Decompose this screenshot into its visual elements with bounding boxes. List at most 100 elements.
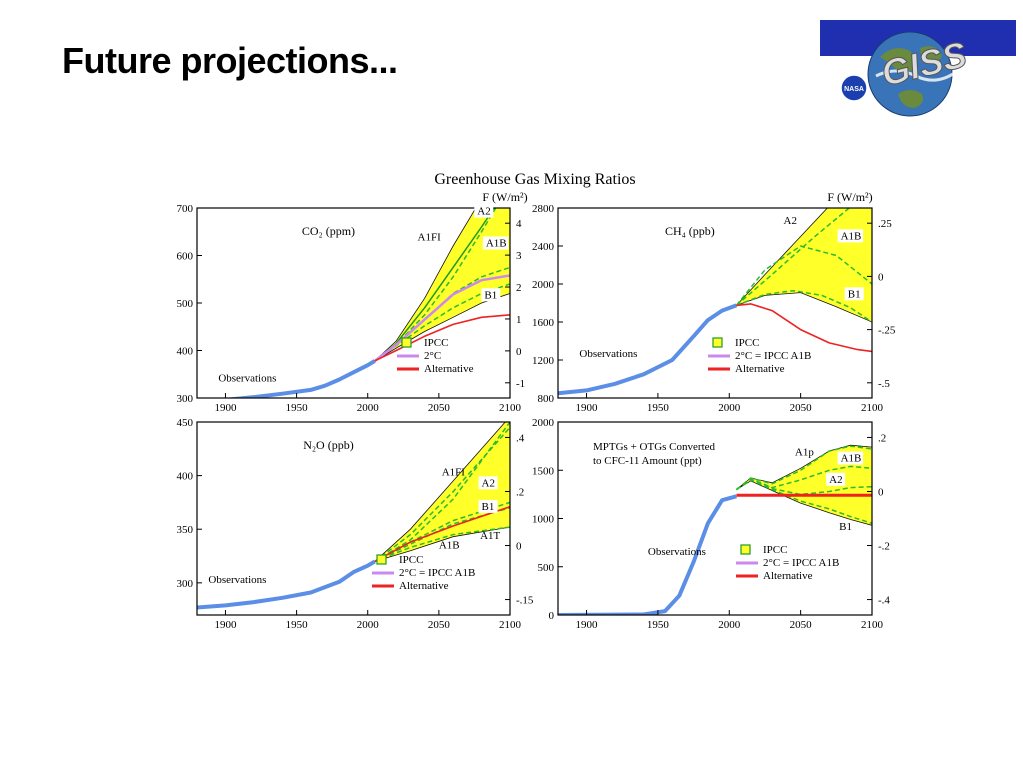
y-tick-label-n2o: 450 xyxy=(177,417,194,429)
forcing-axis-label-right: F (W/m²) xyxy=(827,190,872,204)
curve-label-a1b-co2: A1B xyxy=(486,237,507,249)
y-tick-label-co2: 300 xyxy=(177,393,194,405)
y-tick-label-cfc: 500 xyxy=(538,562,555,574)
forcing-tick-label-ch4: 0 xyxy=(878,271,884,283)
curve-label-box-n2o xyxy=(478,499,498,513)
legend-label-n2o: 2°C = IPCC A1B xyxy=(399,567,475,579)
legend-label-ch4: 2°C = IPCC A1B xyxy=(735,350,811,362)
series-observations-n2o xyxy=(197,559,376,610)
y-tick-label-co2: 700 xyxy=(177,203,194,215)
curve-label-observations-co2: Observations xyxy=(218,372,276,384)
globe-cloud-icon xyxy=(875,69,957,82)
series-a2-n2o xyxy=(374,422,510,563)
series-b1-cfc xyxy=(735,479,872,525)
series-a1fi-n2o xyxy=(374,426,510,562)
curve-label-observations-ch4: Observations xyxy=(579,348,637,360)
curve-label-a1b-n2o: A1B xyxy=(439,540,460,552)
legend-label-co2: Alternative xyxy=(424,363,474,375)
forcing-tick-label-n2o: -.15 xyxy=(516,595,534,607)
curve-label-a1b-cfc: A1B xyxy=(841,453,862,465)
nasa-badge-text: NASA xyxy=(844,86,864,93)
legend-label-cfc: 2°C = IPCC A1B xyxy=(763,557,839,569)
x-tick-label-ch4: 2000 xyxy=(718,402,741,414)
y-tick-label-n2o: 300 xyxy=(177,578,194,590)
panel-title-cfc: MPTGs + OTGs Converted xyxy=(593,441,716,453)
x-tick-label-ch4: 2050 xyxy=(790,402,813,414)
y-tick-label-ch4: 1600 xyxy=(532,317,555,329)
legend-label-ch4: IPCC xyxy=(735,337,759,349)
x-tick-label-ch4: 2100 xyxy=(861,402,884,414)
forcing-tick-label-cfc: .2 xyxy=(878,432,886,444)
curve-label-box-ch4 xyxy=(837,229,864,243)
y-tick-label-co2: 500 xyxy=(177,298,194,310)
panel-subtitle-cfc: to CFC-11 Amount (ppt) xyxy=(593,455,702,467)
curve-label-a1b-ch4: A1B xyxy=(841,230,862,242)
curve-label-a1t-n2o: A1T xyxy=(480,530,500,542)
slide-title: Future projections... xyxy=(62,40,398,81)
forcing-tick-label-ch4: -.5 xyxy=(878,378,890,390)
forcing-tick-label-n2o: .2 xyxy=(516,486,524,498)
x-tick-label-cfc: 2050 xyxy=(790,619,813,630)
curve-label-b1-n2o: B1 xyxy=(482,501,495,513)
legend-swatch-ipcc-cfc xyxy=(740,544,751,555)
x-tick-label-n2o: 1900 xyxy=(214,619,237,630)
nasa-badge-icon xyxy=(840,74,868,102)
chart-panel-ch4: 1900 1950 2000 2050 2100 800 1200 1600 2000 2400 2… xyxy=(532,203,896,414)
x-tick-label-cfc: 1950 xyxy=(647,619,670,630)
x-tick-label-co2: 2000 xyxy=(357,402,380,414)
curve-label-box-co2 xyxy=(474,204,494,218)
curve-label-a1fi-n2o: A1FI xyxy=(442,467,466,479)
legend-label-n2o: Alternative xyxy=(399,580,449,592)
series-a1p-cfc xyxy=(735,445,872,491)
curve-label-b1-co2: B1 xyxy=(484,289,497,301)
x-tick-label-co2: 2050 xyxy=(428,402,451,414)
y-tick-label-co2: 600 xyxy=(177,251,194,263)
legend-swatch-ipcc-ch4 xyxy=(712,337,723,348)
figure-title: Greenhouse Gas Mixing Ratios xyxy=(434,171,635,188)
y-tick-label-n2o: 400 xyxy=(177,471,194,483)
legend-label-co2: 2°C xyxy=(424,350,441,362)
y-tick-label-cfc: 0 xyxy=(549,610,555,622)
series-a1t-n2o xyxy=(374,526,510,563)
series-alternative-co2 xyxy=(374,314,510,362)
forcing-tick-label-ch4: -.25 xyxy=(878,325,896,337)
x-tick-label-co2: 1900 xyxy=(214,402,237,414)
x-tick-label-ch4: 1950 xyxy=(647,402,670,414)
curve-label-observations-cfc: Observations xyxy=(648,546,706,558)
forcing-tick-label-ch4: .25 xyxy=(878,218,892,230)
panel-title-ch4: CH₄ (ppb) xyxy=(665,224,715,238)
curve-label-a1fi-co2: A1FI xyxy=(418,231,442,243)
legend-label-ch4: Alternative xyxy=(735,363,785,375)
x-tick-label-n2o: 2050 xyxy=(428,619,451,630)
globe-land-icon xyxy=(880,46,942,108)
y-tick-label-co2: 400 xyxy=(177,346,194,358)
curve-label-a2-co2: A2 xyxy=(477,206,490,218)
forcing-tick-label-cfc: -.4 xyxy=(878,595,890,607)
forcing-tick-label-co2: 0 xyxy=(516,346,522,358)
legend-swatch-ipcc-co2 xyxy=(401,337,412,348)
series-observations-co2 xyxy=(224,359,376,398)
forcing-tick-label-co2: 1 xyxy=(516,314,522,326)
forcing-tick-label-n2o: 0 xyxy=(516,541,522,553)
curve-label-box-cfc xyxy=(826,472,846,486)
series-a1b-cfc xyxy=(735,465,872,491)
chart-panel-n2o: 1900 1950 2000 2050 2100 300 350 400 450 -.15 0 .2.… xyxy=(177,417,534,630)
x-tick-label-cfc: 2100 xyxy=(861,619,884,630)
curve-label-b1-cfc: B1 xyxy=(839,521,852,533)
greenhouse-gas-figure: Greenhouse Gas Mixing Ratios F (W/m²) F … xyxy=(177,171,896,630)
x-tick-label-cfc: 2000 xyxy=(718,619,741,630)
curve-label-observations-n2o: Observations xyxy=(208,574,266,586)
curve-label-box-cfc xyxy=(837,451,864,465)
forcing-tick-label-co2: 2 xyxy=(516,282,522,294)
forcing-tick-label-cfc: -.2 xyxy=(878,541,890,553)
curve-label-box-n2o xyxy=(478,476,498,490)
y-tick-label-ch4: 1200 xyxy=(532,355,555,367)
plot-area-n2o xyxy=(197,422,510,610)
curve-label-a2-ch4: A2 xyxy=(784,215,797,227)
plot-frame-n2o xyxy=(196,421,511,616)
series-observations-cfc xyxy=(558,494,737,615)
y-tick-label-cfc: 1000 xyxy=(532,514,555,526)
